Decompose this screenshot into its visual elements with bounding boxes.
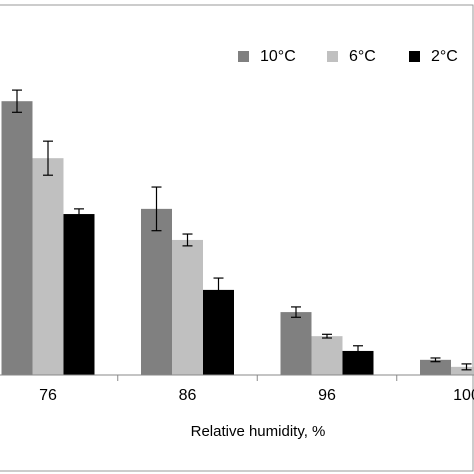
error-bar bbox=[461, 363, 472, 371]
legend-swatch bbox=[327, 51, 338, 62]
x-axis-title: Relative humidity, % bbox=[191, 423, 326, 440]
error-bar bbox=[430, 357, 441, 363]
legend-swatch bbox=[409, 51, 420, 62]
error-bar bbox=[43, 140, 53, 176]
bar bbox=[311, 336, 343, 375]
legend-swatch bbox=[238, 51, 249, 62]
bar bbox=[32, 158, 64, 375]
x-tick-label: 100 bbox=[453, 387, 474, 404]
error-bar bbox=[291, 306, 301, 318]
error-bar bbox=[182, 233, 193, 247]
error-bar bbox=[74, 208, 84, 220]
bar bbox=[172, 239, 203, 375]
bar bbox=[420, 359, 451, 375]
bar bbox=[141, 208, 172, 375]
error-bar bbox=[353, 345, 363, 357]
bar bbox=[280, 312, 312, 375]
bar bbox=[63, 214, 95, 375]
legend-label: 10°C bbox=[260, 48, 296, 65]
error-bar bbox=[151, 186, 162, 232]
x-tick-label: 76 bbox=[39, 387, 57, 404]
x-tick-label: 96 bbox=[318, 387, 336, 404]
error-bar bbox=[12, 89, 22, 113]
error-bar bbox=[213, 277, 224, 303]
frame bbox=[0, 4, 474, 472]
x-tick-label: 86 bbox=[179, 387, 197, 404]
error-bar bbox=[322, 333, 332, 339]
bar bbox=[1, 101, 33, 375]
bar bbox=[451, 366, 474, 375]
bar bbox=[203, 289, 234, 375]
legend-label: 2°C bbox=[431, 48, 458, 65]
legend-label: 6°C bbox=[349, 48, 376, 65]
